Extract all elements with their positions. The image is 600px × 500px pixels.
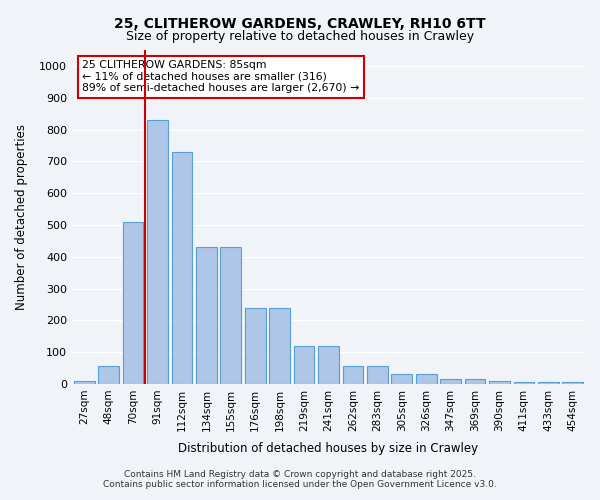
- Bar: [367, 366, 388, 384]
- Bar: [514, 382, 535, 384]
- Bar: [122, 222, 143, 384]
- Bar: [562, 382, 583, 384]
- Text: Size of property relative to detached houses in Crawley: Size of property relative to detached ho…: [126, 30, 474, 43]
- Text: 25 CLITHEROW GARDENS: 85sqm
← 11% of detached houses are smaller (316)
89% of se: 25 CLITHEROW GARDENS: 85sqm ← 11% of det…: [82, 60, 359, 93]
- Bar: [98, 366, 119, 384]
- Bar: [269, 308, 290, 384]
- X-axis label: Distribution of detached houses by size in Crawley: Distribution of detached houses by size …: [178, 442, 479, 455]
- Bar: [196, 247, 217, 384]
- Bar: [440, 379, 461, 384]
- Bar: [172, 152, 192, 384]
- Bar: [318, 346, 339, 384]
- Bar: [464, 379, 485, 384]
- Text: Contains HM Land Registry data © Crown copyright and database right 2025.
Contai: Contains HM Land Registry data © Crown c…: [103, 470, 497, 489]
- Text: 25, CLITHEROW GARDENS, CRAWLEY, RH10 6TT: 25, CLITHEROW GARDENS, CRAWLEY, RH10 6TT: [114, 18, 486, 32]
- Bar: [245, 308, 266, 384]
- Bar: [489, 380, 510, 384]
- Bar: [220, 247, 241, 384]
- Y-axis label: Number of detached properties: Number of detached properties: [15, 124, 28, 310]
- Bar: [416, 374, 437, 384]
- Bar: [293, 346, 314, 384]
- Bar: [538, 382, 559, 384]
- Bar: [343, 366, 363, 384]
- Bar: [147, 120, 168, 384]
- Bar: [391, 374, 412, 384]
- Bar: [74, 380, 95, 384]
